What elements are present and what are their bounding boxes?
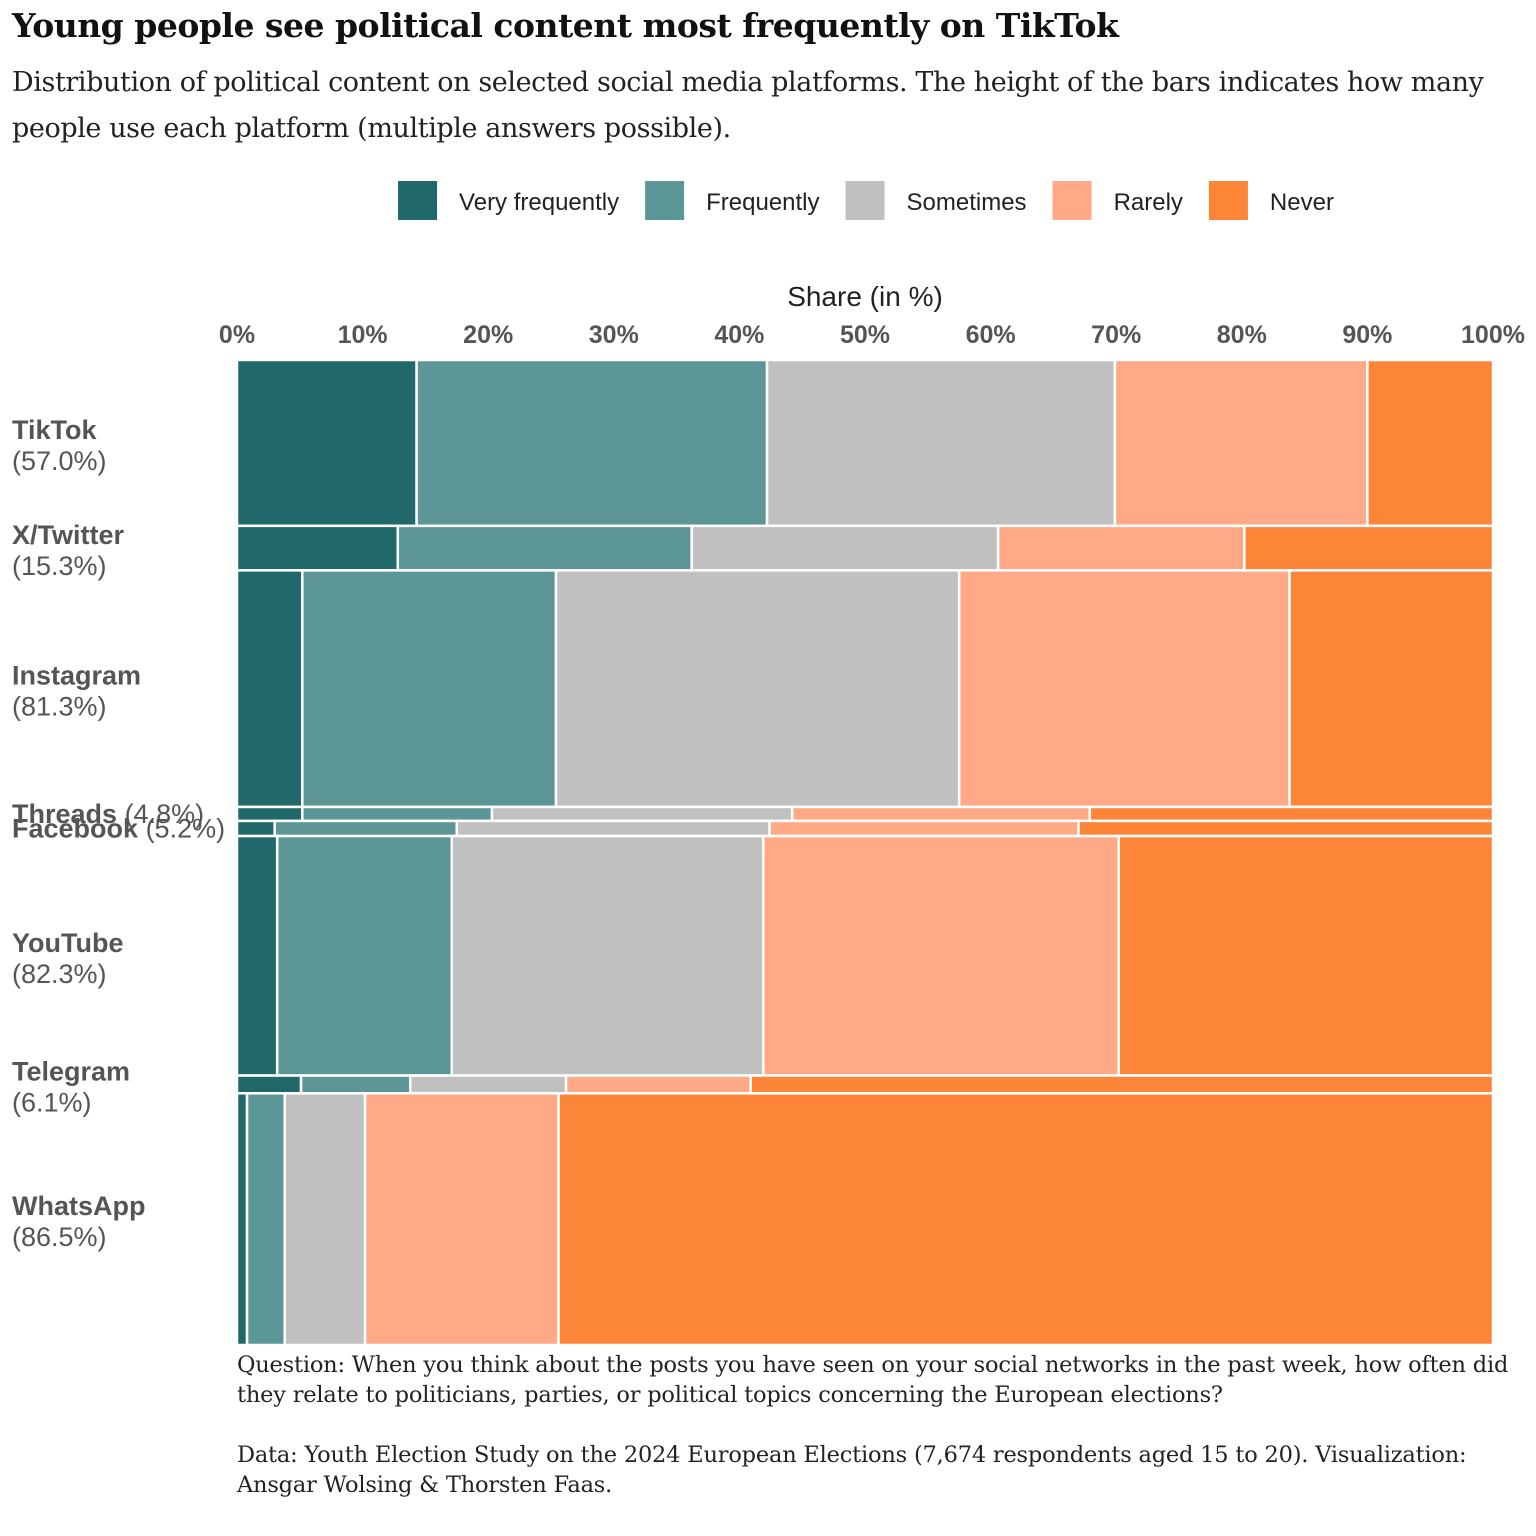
x-axis-ticks: 0% 10% 20% 30% 40% 50% 60% 70% 80% 90% 100% [219,321,1525,349]
legend-swatch-rarely [1052,181,1092,220]
x-tick-label: 10% [338,321,388,349]
platform-label-threads: Threads (4.8%) [12,799,204,829]
segment-tiktok-sometimes [765,358,1117,528]
platform-labels: TikTok(57.0%)X/Twitter(15.3%)Instagram(8… [12,415,225,1252]
bar-instagram [235,569,1495,809]
bar-telegram [235,1074,1495,1095]
x-tick-label: 30% [589,321,639,349]
segment-whatsapp-frequently [245,1092,286,1347]
bar-x-twitter [235,524,1495,572]
segment-whatsapp-sometimes [283,1092,367,1347]
platform-name-telegram: Telegram [12,1056,130,1086]
platform-usage-telegram: (6.1%) [12,1087,92,1117]
segment-youtube-frequently [275,834,454,1077]
segment-whatsapp-rarely [363,1092,560,1347]
x-tick-label: 70% [1091,321,1141,349]
legend-label-sometimes: Sometimes [907,189,1027,216]
segment-threads-never [1088,805,1495,823]
segment-x-twitter-very-frequently [235,524,400,572]
segment-facebook-very-frequently [235,819,276,838]
segment-x-twitter-rarely [996,524,1246,572]
legend-swatch-very-frequently [398,181,438,220]
segment-tiktok-frequently [415,358,769,528]
platform-usage-tiktok: (57.0%) [12,446,107,476]
legend-label-very-frequently: Very frequently [459,189,619,216]
platform-name-youtube: YouTube [12,928,123,958]
segment-youtube-very-frequently [235,834,279,1077]
x-tick-label: 60% [966,321,1016,349]
segment-x-twitter-never [1243,524,1495,572]
segment-youtube-sometimes [450,834,765,1077]
segment-threads-frequently [301,805,494,823]
segment-threads-sometimes [490,805,794,823]
segment-telegram-very-frequently [235,1074,303,1095]
segment-instagram-never [1288,569,1495,809]
segment-instagram-very-frequently [235,569,304,809]
segment-whatsapp-very-frequently [235,1092,249,1347]
platform-usage-whatsapp: (86.5%) [12,1222,107,1252]
segment-telegram-sometimes [409,1074,568,1095]
x-tick-label: 40% [714,321,764,349]
platform-name-x-twitter: X/Twitter [12,520,125,550]
platform-name: Facebook [12,813,139,843]
chart-title: Young people see political content most … [12,6,1119,45]
legend-label-never: Never [1270,189,1334,216]
platform-usage-x-twitter: (15.3%) [12,551,107,581]
segment-facebook-never [1077,819,1495,838]
segment-instagram-rarely [957,569,1291,809]
segment-instagram-frequently [301,569,558,809]
bar-facebook [235,819,1495,838]
platform-name-whatsapp: WhatsApp [12,1191,145,1221]
platform-name: Threads [12,799,117,829]
legend-label-frequently: Frequently [706,189,819,216]
legend-swatch-never [1208,181,1248,220]
x-tick-label: 90% [1342,321,1392,349]
platform-label-facebook: Facebook (5.2%) [12,813,225,843]
segment-whatsapp-never [557,1092,1495,1347]
bars [235,358,1495,1347]
segment-threads-very-frequently [235,805,304,823]
platform-name-tiktok: TikTok [12,415,98,445]
segment-threads-rarely [790,805,1092,823]
x-axis-title: Share (in %) [787,281,943,312]
bar-threads [235,805,1495,823]
segment-telegram-frequently [299,1074,412,1095]
bar-youtube [235,834,1495,1077]
segment-tiktok-rarely [1113,358,1369,528]
chart-subtitle: Distribution of political content on sel… [12,67,1484,144]
x-tick-label: 80% [1217,321,1267,349]
bar-whatsapp [235,1092,1495,1347]
x-tick-label: 20% [463,321,513,349]
platform-usage: (4.8%) [125,799,205,829]
segment-facebook-frequently [273,819,459,838]
x-tick-label: 0% [219,321,255,349]
legend-swatch-sometimes [845,181,885,220]
segment-facebook-rarely [768,819,1080,838]
x-tick-label: 50% [840,321,890,349]
caption-question: Question: When you think about the posts… [237,1352,1509,1408]
segment-instagram-sometimes [554,569,961,809]
platform-usage-youtube: (82.3%) [12,959,107,989]
legend-label-rarely: Rarely [1114,189,1183,216]
segment-telegram-rarely [564,1074,752,1095]
segment-x-twitter-frequently [396,524,693,572]
x-tick-label: 100% [1461,321,1525,349]
bar-tiktok [235,358,1495,528]
segment-telegram-never [749,1074,1495,1095]
caption-source: Data: Youth Election Study on the 2024 E… [237,1442,1467,1498]
platform-usage-instagram: (81.3%) [12,692,107,722]
segment-youtube-never [1117,834,1495,1077]
segment-tiktok-very-frequently [235,358,418,528]
segment-tiktok-never [1366,358,1495,528]
platform-usage: (5.2%) [146,813,226,843]
chart-caption: Question: When you think about the posts… [237,1350,1527,1500]
segment-youtube-rarely [762,834,1120,1077]
segment-x-twitter-sometimes [690,524,1000,572]
legend-swatch-frequently [645,181,685,220]
legend: Very frequently Frequently Sometimes Rarely… [398,181,1334,220]
platform-name-instagram: Instagram [12,661,141,691]
segment-facebook-sometimes [455,819,771,838]
